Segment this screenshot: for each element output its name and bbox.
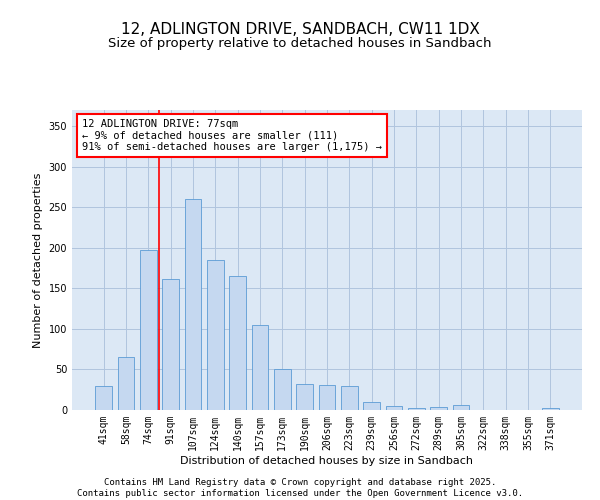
Text: Contains HM Land Registry data © Crown copyright and database right 2025.
Contai: Contains HM Land Registry data © Crown c… [77, 478, 523, 498]
Bar [162, 278, 179, 410]
Bar [296, 384, 313, 410]
Text: 12, ADLINGTON DRIVE, SANDBACH, CW11 1DX: 12, ADLINGTON DRIVE, SANDBACH, CW11 1DX [121, 22, 479, 38]
Bar [408, 408, 425, 410]
Bar [95, 386, 112, 410]
Bar [118, 358, 134, 410]
Bar [542, 408, 559, 410]
Y-axis label: Number of detached properties: Number of detached properties [33, 172, 43, 348]
Bar [229, 276, 246, 410]
Bar [185, 199, 202, 410]
Bar [274, 370, 290, 410]
Bar [140, 250, 157, 410]
Bar [251, 325, 268, 410]
X-axis label: Distribution of detached houses by size in Sandbach: Distribution of detached houses by size … [181, 456, 473, 466]
Bar [364, 402, 380, 410]
Text: 12 ADLINGTON DRIVE: 77sqm
← 9% of detached houses are smaller (111)
91% of semi-: 12 ADLINGTON DRIVE: 77sqm ← 9% of detach… [82, 119, 382, 152]
Text: Size of property relative to detached houses in Sandbach: Size of property relative to detached ho… [108, 38, 492, 51]
Bar [341, 386, 358, 410]
Bar [207, 260, 224, 410]
Bar [319, 385, 335, 410]
Bar [452, 405, 469, 410]
Bar [386, 406, 403, 410]
Bar [430, 407, 447, 410]
